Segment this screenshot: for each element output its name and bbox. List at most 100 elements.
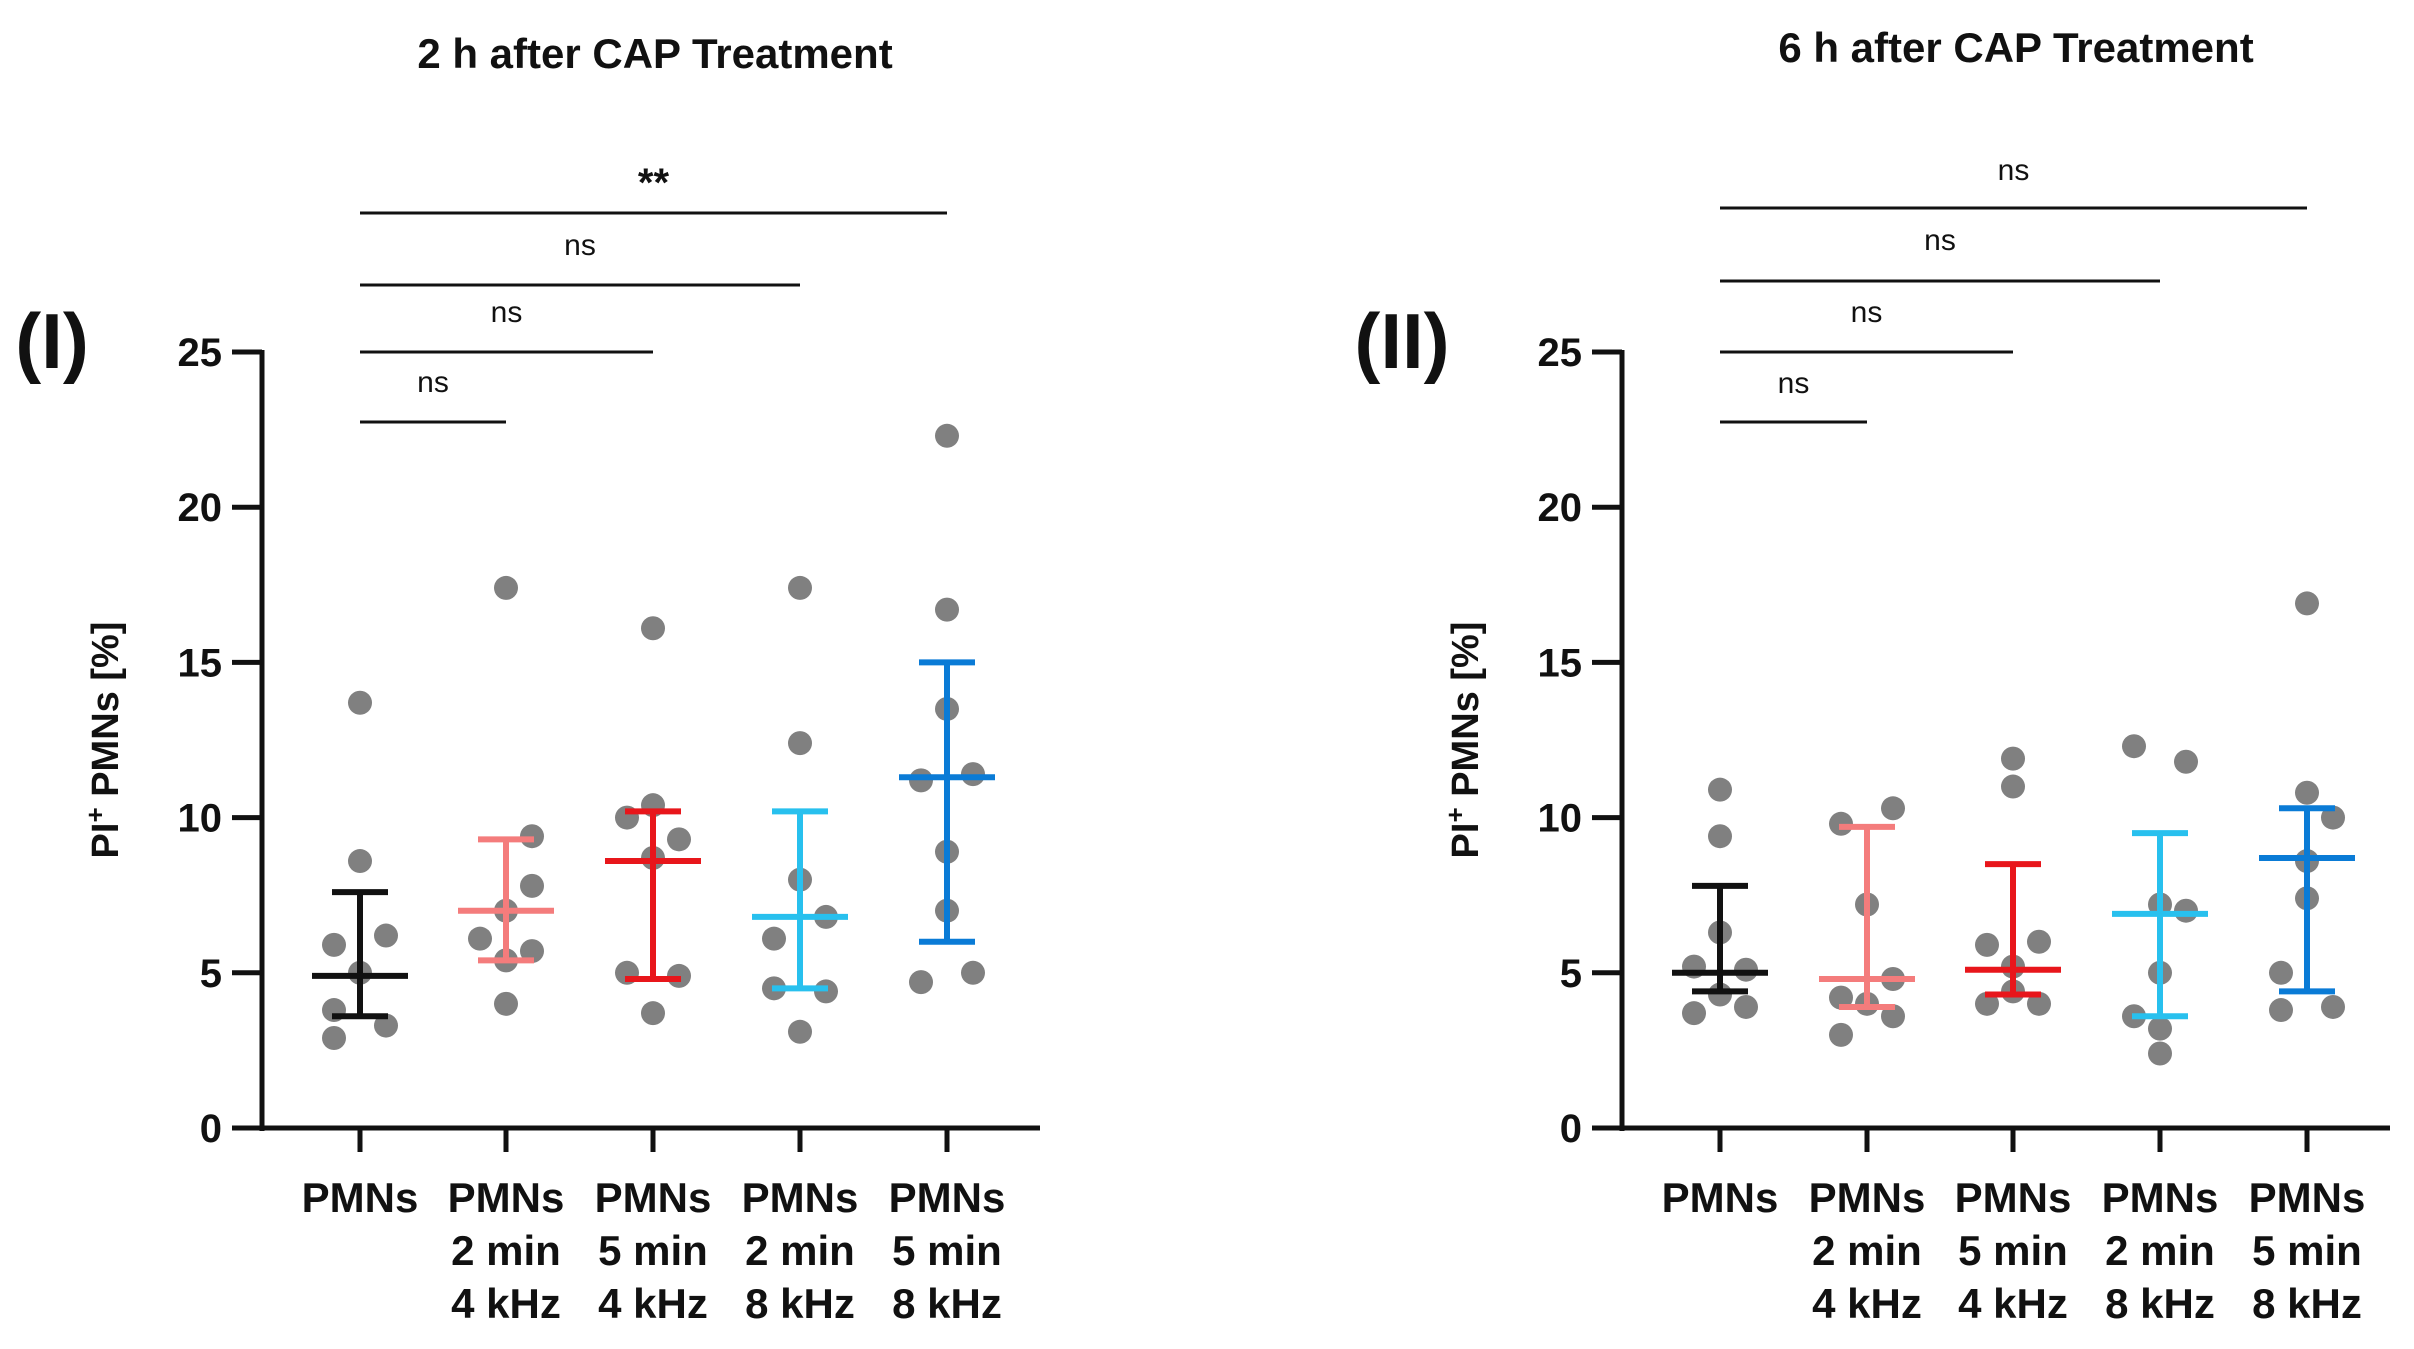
x-category-label: PMNs [1955, 1174, 2072, 1221]
y-tick-label: 5 [200, 952, 222, 996]
data-point [1881, 796, 1905, 821]
x-category-label: 5 min [892, 1227, 1002, 1274]
data-point [1975, 932, 1999, 957]
data-point [1682, 1001, 1706, 1026]
data-point [2269, 998, 2293, 1023]
data-point [520, 873, 544, 898]
data-point [641, 616, 665, 641]
data-point [961, 960, 985, 985]
data-point [374, 923, 398, 948]
data-point [2148, 1041, 2172, 1066]
data-point [520, 939, 544, 964]
data-point [2295, 591, 2319, 616]
y-axis-label-main: PI [85, 823, 127, 859]
data-point [2174, 749, 2198, 774]
panel-label: (II) [1354, 297, 1449, 385]
data-point [641, 1001, 665, 1026]
x-category-label: 8 kHz [892, 1280, 1002, 1327]
data-point [348, 690, 372, 715]
y-axis-label-rest: PMNs [%] [1445, 622, 1487, 808]
significance-label: ns [1778, 367, 1810, 400]
data-point [1734, 994, 1758, 1019]
x-category-label: 2 min [2105, 1227, 2215, 1274]
data-point [788, 731, 812, 756]
x-category-label: 2 min [451, 1227, 561, 1274]
data-point [935, 423, 959, 448]
data-point [2027, 991, 2051, 1016]
data-point [1829, 811, 1853, 836]
y-axis-label: PI+ PMNs [%] [80, 622, 127, 859]
data-point [2001, 746, 2025, 771]
x-category-label: 8 kHz [2105, 1280, 2215, 1327]
significance-label: ns [1998, 154, 2030, 187]
x-category-label: PMNs [1662, 1174, 1779, 1221]
data-point [814, 979, 838, 1004]
data-point [1829, 1022, 1853, 1047]
x-category-label: PMNs [2249, 1174, 2366, 1221]
data-point [2269, 960, 2293, 985]
x-category-label: 5 min [1958, 1227, 2068, 1274]
x-category-label: 5 min [2252, 1227, 2362, 1274]
data-point [762, 926, 786, 951]
data-point [788, 575, 812, 600]
y-tick-label: 0 [200, 1107, 222, 1151]
data-point [494, 991, 518, 1016]
y-axis-label: PI+ PMNs [%] [1440, 622, 1487, 859]
data-point [909, 970, 933, 995]
data-point [468, 926, 492, 951]
x-category-label: PMNs [889, 1174, 1006, 1221]
y-tick-label: 10 [178, 797, 223, 841]
x-category-label: PMNs [2102, 1174, 2219, 1221]
data-point [2001, 774, 2025, 799]
panel-label: (I) [15, 297, 89, 385]
y-tick-label: 25 [178, 331, 223, 375]
x-category-label: 2 min [745, 1227, 855, 1274]
significance-label: ns [1851, 296, 1883, 329]
x-category-label: 8 kHz [745, 1280, 855, 1327]
data-point [935, 597, 959, 622]
data-point [348, 849, 372, 874]
data-point [2174, 898, 2198, 923]
significance-label: ns [491, 296, 523, 329]
x-category-label: 4 kHz [1958, 1280, 2068, 1327]
data-point [667, 963, 691, 988]
panel-1: 2 h after CAP Treatment (I) 0 5 10 15 20 25 PI+ … [15, 30, 1040, 1327]
x-category-label: PMNs [595, 1174, 712, 1221]
significance-label: ** [638, 161, 670, 205]
x-category-label: PMNs [1809, 1174, 1926, 1221]
data-point [494, 575, 518, 600]
data-point [2027, 929, 2051, 954]
x-category-label: 2 min [1812, 1227, 1922, 1274]
significance-label: ns [417, 366, 449, 399]
x-category-label: 5 min [598, 1227, 708, 1274]
significance-label: ns [564, 229, 596, 262]
x-category-label: 4 kHz [1812, 1280, 1922, 1327]
x-category-label: PMNs [448, 1174, 565, 1221]
y-axis-label-sup: + [1440, 807, 1470, 822]
data-point [1708, 777, 1732, 802]
data-point [1708, 824, 1732, 849]
y-tick-label: 10 [1538, 797, 1583, 841]
data-point [667, 827, 691, 852]
data-point [1975, 991, 1999, 1016]
data-point [322, 1025, 346, 1050]
y-tick-label: 20 [1538, 486, 1583, 530]
data-point [2122, 734, 2146, 759]
x-category-label: 8 kHz [2252, 1280, 2362, 1327]
data-point [788, 1019, 812, 1044]
data-point [1829, 985, 1853, 1010]
y-axis-label-rest: PMNs [%] [85, 622, 127, 808]
data-point [520, 824, 544, 849]
y-tick-label: 15 [1538, 641, 1583, 685]
x-category-label: PMNs [302, 1174, 419, 1221]
significance-label: ns [1924, 224, 1956, 257]
data-point [961, 762, 985, 787]
y-tick-label: 20 [178, 486, 223, 530]
y-axis-label-main: PI [1445, 823, 1487, 859]
data-point [322, 932, 346, 957]
data-point [374, 1013, 398, 1038]
data-point [2148, 1016, 2172, 1041]
x-category-label: 4 kHz [598, 1280, 708, 1327]
data-point [909, 768, 933, 793]
